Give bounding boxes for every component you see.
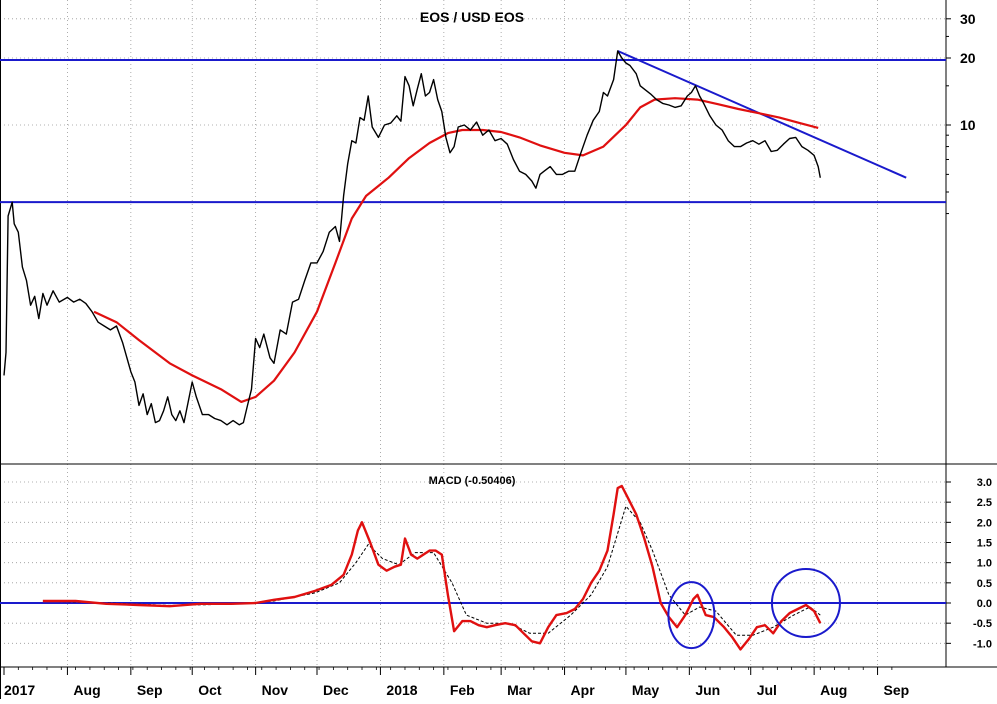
macd-panel	[0, 484, 946, 651]
x-tick-label: Nov	[262, 682, 289, 698]
price-chart-title: EOS / USD EOS	[420, 9, 524, 25]
macd-y-tick-label: 1.0	[977, 558, 992, 570]
macd-y-tick-label: 3.0	[977, 477, 992, 489]
x-tick-label: 2018	[386, 682, 417, 698]
moving-average-line	[93, 97, 819, 403]
y-tick-label: 20	[960, 50, 976, 66]
x-tick-label: Jun	[695, 682, 720, 698]
x-tick-label: Aug	[820, 682, 847, 698]
x-tick-label: Apr	[571, 682, 596, 698]
macd-chart-title: MACD (-0.50406)	[429, 475, 516, 487]
y-tick-label: 30	[960, 11, 976, 27]
x-tick-label: Aug	[73, 682, 100, 698]
annotation-circle	[667, 581, 716, 650]
y-tick-label: 10	[960, 117, 976, 133]
macd-y-tick-label: 1.5	[977, 538, 992, 550]
grid-layer	[0, 0, 946, 667]
x-tick-label: Feb	[450, 682, 475, 698]
price-panel	[0, 50, 946, 426]
x-tick-label: Jul	[757, 682, 777, 698]
annotation-circle	[770, 568, 841, 638]
macd-y-tick-label: 0.5	[977, 578, 992, 590]
x-tick-label: 2017	[4, 682, 35, 698]
x-tick-label: May	[632, 682, 659, 698]
x-tick-label: Oct	[198, 682, 222, 698]
axis-layer: 10 20 30 -1.0 -0.5 0.0 0.5 1.0 1.5 2.0 2.5 3.0 2017 A…	[3, 11, 992, 698]
macd-y-tick-label: -0.5	[973, 618, 992, 630]
price-line	[3, 50, 821, 426]
macd-y-tick-label: 0.0	[977, 598, 992, 610]
signal-line	[42, 505, 821, 636]
macd-y-tick-label: -1.0	[973, 638, 992, 650]
x-tick-label: Dec	[323, 682, 349, 698]
x-tick-label: Sep	[137, 682, 163, 698]
macd-y-tick-label: 2.0	[977, 517, 992, 529]
x-tick-label: Sep	[884, 682, 910, 698]
macd-y-tick-label: 2.5	[977, 497, 992, 509]
macd-line	[42, 484, 822, 651]
x-tick-label: Mar	[507, 682, 532, 698]
